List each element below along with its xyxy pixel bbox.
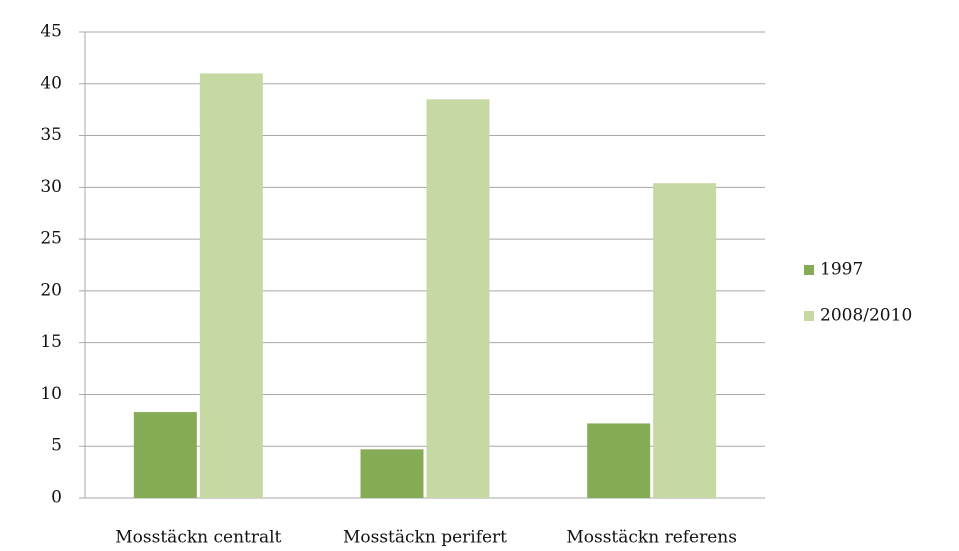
bar (199, 73, 263, 498)
y-tick-label: 10 (40, 384, 62, 404)
y-tick-label: 25 (40, 229, 62, 249)
y-tick-label: 20 (40, 280, 62, 300)
bar (653, 183, 717, 499)
bar (587, 423, 651, 498)
y-tick-label: 40 (40, 73, 62, 93)
bar (426, 99, 490, 499)
y-tick-label: 45 (40, 22, 62, 42)
y-tick-label: 35 (40, 125, 62, 145)
x-tick-label: Mosstäckn referens (566, 528, 737, 548)
y-tick-label: 30 (40, 177, 62, 197)
legend-swatch (804, 311, 814, 321)
bar (360, 449, 424, 498)
bar (133, 412, 197, 498)
x-tick-label: Mosstäckn centralt (115, 528, 281, 548)
y-tick-label: 0 (51, 488, 62, 508)
y-tick-label: 15 (40, 332, 62, 352)
legend-label: 1997 (820, 260, 863, 280)
legend-swatch (804, 265, 814, 275)
legend-label: 2008/2010 (820, 306, 912, 326)
y-tick-label: 5 (51, 436, 62, 456)
x-tick-label: Mosstäckn perifert (343, 528, 507, 548)
